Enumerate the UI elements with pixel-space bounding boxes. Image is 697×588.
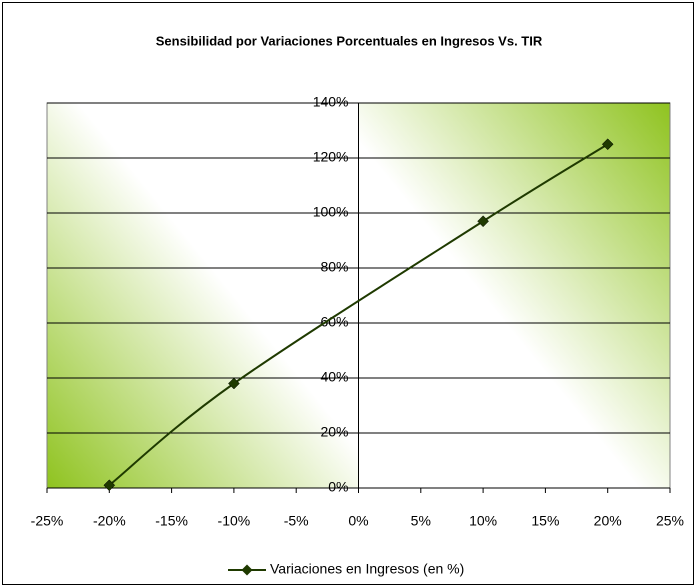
legend-label: Variaciones en Ingresos (en %) [270,561,464,577]
x-tick-label: -5% [284,513,309,529]
plot-background-left [47,103,359,488]
data-point [601,138,614,151]
x-tick-label: 20% [594,513,622,529]
y-tick-label: 20% [320,424,348,440]
y-tick-label: 80% [320,259,348,275]
y-tick-label: 40% [320,369,348,385]
series-line [108,143,609,487]
x-tick-label: 15% [531,513,559,529]
x-tick-label: -10% [218,513,251,529]
data-point [228,377,240,390]
x-tick-label: -25% [31,513,64,529]
plot-background-right [358,103,670,488]
y-tick-label: 60% [320,314,348,330]
y-tick-label: 100% [313,204,349,220]
data-point [477,215,489,228]
x-tick-label: 10% [469,513,497,529]
chart-title: Sensibilidad por Variaciones Porcentuale… [156,33,543,48]
y-tick-label: 0% [328,479,348,495]
x-tick-label: -15% [155,513,188,529]
x-tick-label: -20% [93,513,126,529]
x-tick-label: 25% [656,513,684,529]
x-tick-label: 0% [348,513,368,529]
data-point [103,479,116,492]
legend-marker [241,564,253,576]
y-tick-label: 120% [313,149,349,165]
y-tick-label: 140% [313,94,349,110]
x-tick-label: 5% [411,513,431,529]
